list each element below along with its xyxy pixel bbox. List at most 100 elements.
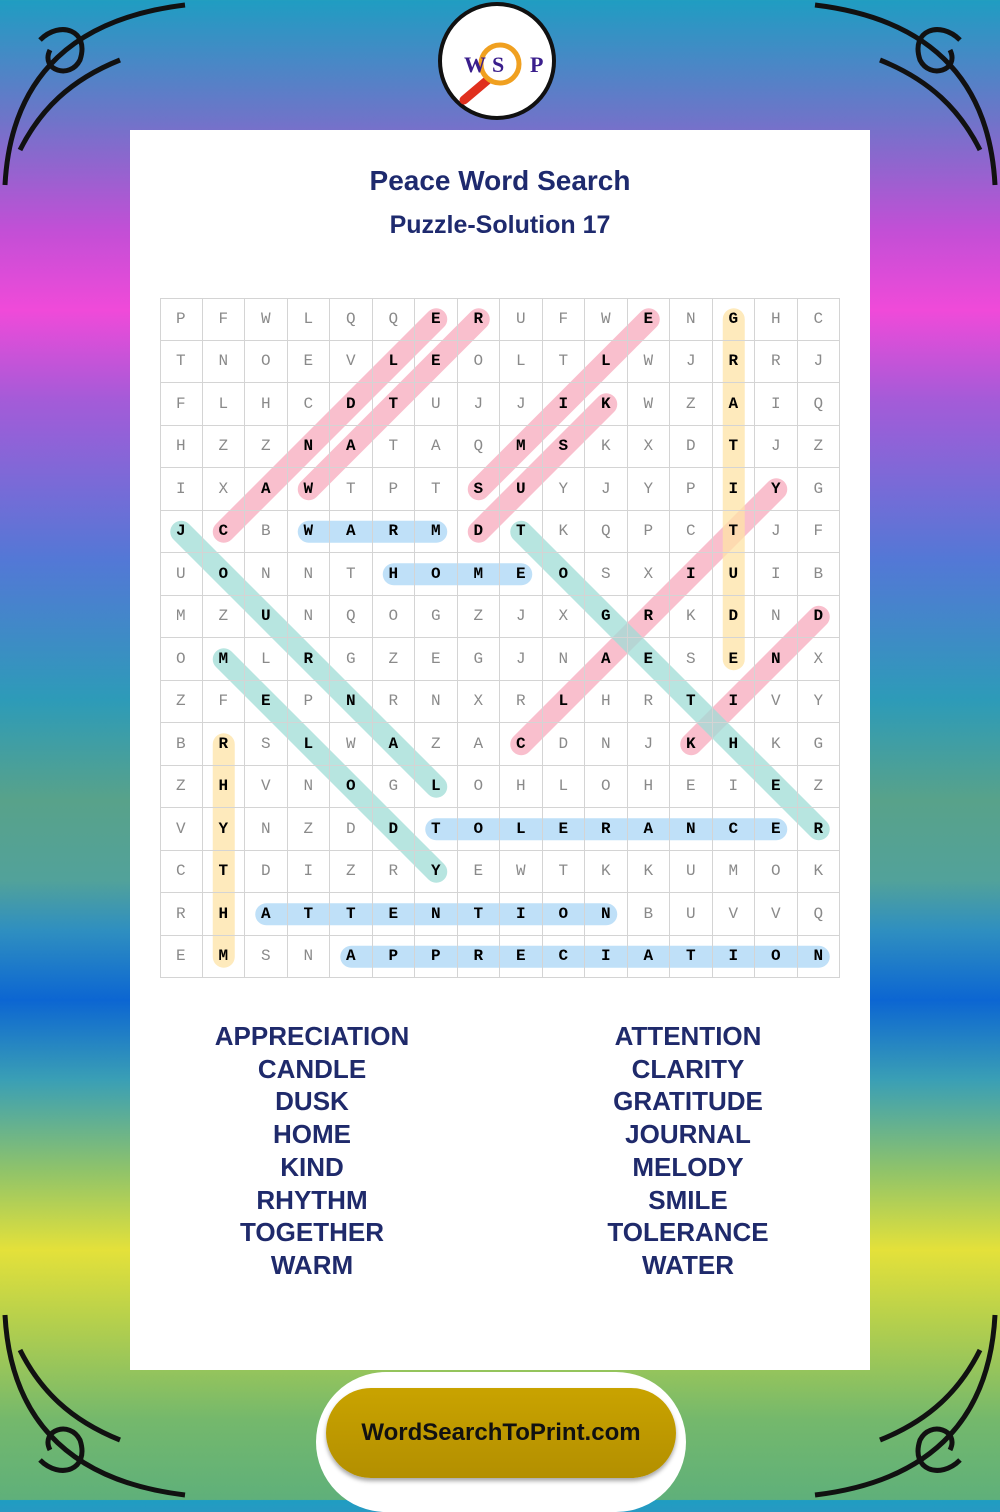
- grid-cell[interactable]: T: [712, 425, 755, 468]
- grid-cell[interactable]: R: [372, 510, 415, 553]
- grid-cell[interactable]: Q: [330, 298, 373, 341]
- grid-cell[interactable]: E: [542, 808, 585, 851]
- grid-cell[interactable]: K: [627, 850, 670, 893]
- grid-cell[interactable]: X: [542, 595, 585, 638]
- grid-cell[interactable]: O: [415, 553, 458, 596]
- grid-cell[interactable]: J: [500, 638, 543, 681]
- grid-cell[interactable]: B: [797, 553, 840, 596]
- grid-cell[interactable]: C: [542, 935, 585, 978]
- grid-cell[interactable]: K: [755, 723, 798, 766]
- grid-cell[interactable]: A: [457, 723, 500, 766]
- grid-cell[interactable]: Y: [542, 468, 585, 511]
- grid-cell[interactable]: R: [287, 638, 330, 681]
- grid-cell[interactable]: T: [330, 468, 373, 511]
- grid-cell[interactable]: O: [330, 765, 373, 808]
- grid-cell[interactable]: R: [160, 893, 203, 936]
- grid-cell[interactable]: V: [755, 893, 798, 936]
- grid-cell[interactable]: T: [372, 425, 415, 468]
- grid-cell[interactable]: N: [330, 680, 373, 723]
- grid-cell[interactable]: V: [160, 808, 203, 851]
- grid-cell[interactable]: H: [585, 680, 628, 723]
- grid-cell[interactable]: N: [670, 808, 713, 851]
- grid-cell[interactable]: U: [670, 893, 713, 936]
- grid-cell[interactable]: L: [585, 340, 628, 383]
- grid-cell[interactable]: S: [670, 638, 713, 681]
- grid-cell[interactable]: D: [457, 510, 500, 553]
- grid-cell[interactable]: I: [160, 468, 203, 511]
- grid-cell[interactable]: R: [372, 850, 415, 893]
- site-logo[interactable]: W S P: [438, 2, 556, 120]
- grid-cell[interactable]: C: [202, 510, 245, 553]
- grid-cell[interactable]: D: [330, 383, 373, 426]
- grid-cell[interactable]: E: [245, 680, 288, 723]
- grid-cell[interactable]: U: [500, 468, 543, 511]
- grid-cell[interactable]: V: [712, 893, 755, 936]
- grid-cell[interactable]: A: [712, 383, 755, 426]
- grid-cell[interactable]: L: [202, 383, 245, 426]
- grid-cell[interactable]: Z: [797, 765, 840, 808]
- grid-cell[interactable]: J: [457, 383, 500, 426]
- grid-cell[interactable]: N: [287, 595, 330, 638]
- grid-cell[interactable]: H: [160, 425, 203, 468]
- grid-cell[interactable]: R: [797, 808, 840, 851]
- grid-cell[interactable]: T: [372, 383, 415, 426]
- grid-cell[interactable]: W: [287, 468, 330, 511]
- grid-cell[interactable]: D: [330, 808, 373, 851]
- grid-cell[interactable]: Y: [755, 468, 798, 511]
- grid-cell[interactable]: Z: [797, 425, 840, 468]
- grid-cell[interactable]: I: [755, 553, 798, 596]
- grid-cell[interactable]: O: [245, 340, 288, 383]
- grid-cell[interactable]: N: [287, 425, 330, 468]
- grid-cell[interactable]: N: [202, 340, 245, 383]
- grid-cell[interactable]: L: [245, 638, 288, 681]
- grid-cell[interactable]: N: [415, 893, 458, 936]
- grid-cell[interactable]: Q: [797, 383, 840, 426]
- grid-cell[interactable]: O: [585, 765, 628, 808]
- grid-cell[interactable]: I: [670, 553, 713, 596]
- grid-cell[interactable]: I: [542, 383, 585, 426]
- grid-cell[interactable]: P: [372, 468, 415, 511]
- grid-cell[interactable]: V: [755, 680, 798, 723]
- grid-cell[interactable]: L: [542, 680, 585, 723]
- grid-cell[interactable]: E: [755, 808, 798, 851]
- grid-cell[interactable]: R: [585, 808, 628, 851]
- grid-cell[interactable]: T: [330, 553, 373, 596]
- grid-cell[interactable]: N: [287, 765, 330, 808]
- grid-cell[interactable]: T: [330, 893, 373, 936]
- grid-cell[interactable]: A: [245, 468, 288, 511]
- grid-cell[interactable]: F: [160, 383, 203, 426]
- grid-cell[interactable]: E: [457, 850, 500, 893]
- grid-cell[interactable]: S: [457, 468, 500, 511]
- grid-cell[interactable]: V: [330, 340, 373, 383]
- grid-cell[interactable]: P: [670, 468, 713, 511]
- grid-cell[interactable]: K: [585, 383, 628, 426]
- grid-cell[interactable]: O: [372, 595, 415, 638]
- grid-cell[interactable]: R: [712, 340, 755, 383]
- grid-cell[interactable]: I: [712, 680, 755, 723]
- grid-cell[interactable]: Q: [457, 425, 500, 468]
- grid-cell[interactable]: L: [372, 340, 415, 383]
- grid-cell[interactable]: S: [245, 723, 288, 766]
- grid-cell[interactable]: A: [372, 723, 415, 766]
- grid-cell[interactable]: B: [245, 510, 288, 553]
- grid-cell[interactable]: H: [202, 893, 245, 936]
- grid-cell[interactable]: D: [712, 595, 755, 638]
- grid-cell[interactable]: E: [627, 298, 670, 341]
- grid-cell[interactable]: X: [202, 468, 245, 511]
- grid-cell[interactable]: E: [415, 340, 458, 383]
- grid-cell[interactable]: I: [712, 765, 755, 808]
- grid-cell[interactable]: G: [712, 298, 755, 341]
- grid-cell[interactable]: O: [755, 935, 798, 978]
- grid-cell[interactable]: W: [245, 298, 288, 341]
- grid-cell[interactable]: M: [712, 850, 755, 893]
- grid-cell[interactable]: N: [542, 638, 585, 681]
- grid-cell[interactable]: R: [500, 680, 543, 723]
- grid-cell[interactable]: A: [585, 638, 628, 681]
- grid-cell[interactable]: Z: [245, 425, 288, 468]
- grid-cell[interactable]: A: [245, 893, 288, 936]
- grid-cell[interactable]: E: [712, 638, 755, 681]
- grid-cell[interactable]: U: [415, 383, 458, 426]
- grid-cell[interactable]: N: [415, 680, 458, 723]
- grid-cell[interactable]: R: [755, 340, 798, 383]
- grid-cell[interactable]: H: [202, 765, 245, 808]
